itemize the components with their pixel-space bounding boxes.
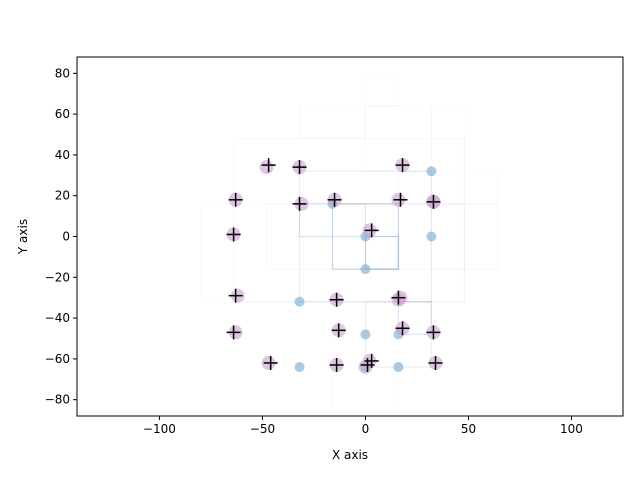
x-axis-ticks: −100 −50 0 50 100: [143, 416, 583, 436]
cross-marker: [228, 288, 243, 303]
y-tick-label: 0: [62, 230, 70, 244]
cross-marker: [395, 321, 410, 336]
x-tick-label: −50: [250, 422, 275, 436]
quadtree-box: [397, 301, 432, 336]
cross-marker: [395, 158, 410, 173]
quadtree-box: [364, 105, 432, 172]
cross-marker: [261, 158, 276, 173]
box-layer: [200, 72, 498, 416]
y-tick-label: −60: [45, 352, 70, 366]
y-axis-ticks: −80 −60 −40 −20 0 20 40 60 80: [45, 66, 77, 407]
cross-marker: [391, 290, 406, 305]
data-point-blue: [360, 329, 371, 340]
quadtree-box: [265, 203, 498, 270]
cross-marker: [428, 355, 443, 370]
y-tick-label: −40: [45, 311, 70, 325]
quadtree-box: [364, 235, 400, 270]
y-tick-label: −80: [45, 393, 70, 407]
cross-marker: [263, 355, 278, 370]
y-tick-label: 40: [55, 148, 70, 162]
x-tick-label: 0: [362, 422, 370, 436]
y-tick-label: 20: [55, 189, 70, 203]
data-point-blue: [360, 264, 371, 275]
data-point-purple: [358, 360, 373, 375]
quadtree-box: [397, 170, 498, 205]
data-point-blue: [426, 231, 437, 242]
cross-marker: [393, 192, 408, 207]
quadtree-box: [331, 366, 400, 416]
y-tick-label: −20: [45, 270, 70, 284]
cross-marker: [329, 358, 344, 373]
data-point-blue: [393, 362, 404, 373]
data-point-blue: [294, 296, 305, 307]
cross-marker: [360, 358, 375, 373]
cross-marker: [226, 227, 241, 242]
quadtree-box: [364, 72, 400, 107]
quadtree-box: [298, 105, 367, 140]
data-point-purple: [259, 160, 274, 175]
y-tick-label: 60: [55, 107, 70, 121]
cross-marker: [331, 323, 346, 338]
y-tick-label: 80: [55, 66, 70, 80]
cross-marker: [226, 325, 241, 340]
cross-marker: [426, 194, 441, 209]
cross-marker: [228, 192, 243, 207]
cross-marker: [292, 196, 307, 211]
cross-marker: [329, 292, 344, 307]
cross-marker: [327, 192, 342, 207]
quadtree-box: [430, 105, 465, 270]
x-tick-label: 100: [560, 422, 583, 436]
x-axis-label: X axis: [332, 448, 368, 462]
x-tick-label: −100: [143, 422, 176, 436]
data-point-blue: [426, 166, 437, 177]
cross-marker: [364, 223, 379, 238]
points-layer: [226, 158, 443, 375]
cross-marker: [426, 325, 441, 340]
x-tick-label: 50: [461, 422, 476, 436]
cross-marker: [292, 160, 307, 175]
data-point-blue: [294, 362, 305, 373]
y-axis-label: Y axis: [16, 219, 30, 255]
quadtree-box: [232, 137, 465, 303]
